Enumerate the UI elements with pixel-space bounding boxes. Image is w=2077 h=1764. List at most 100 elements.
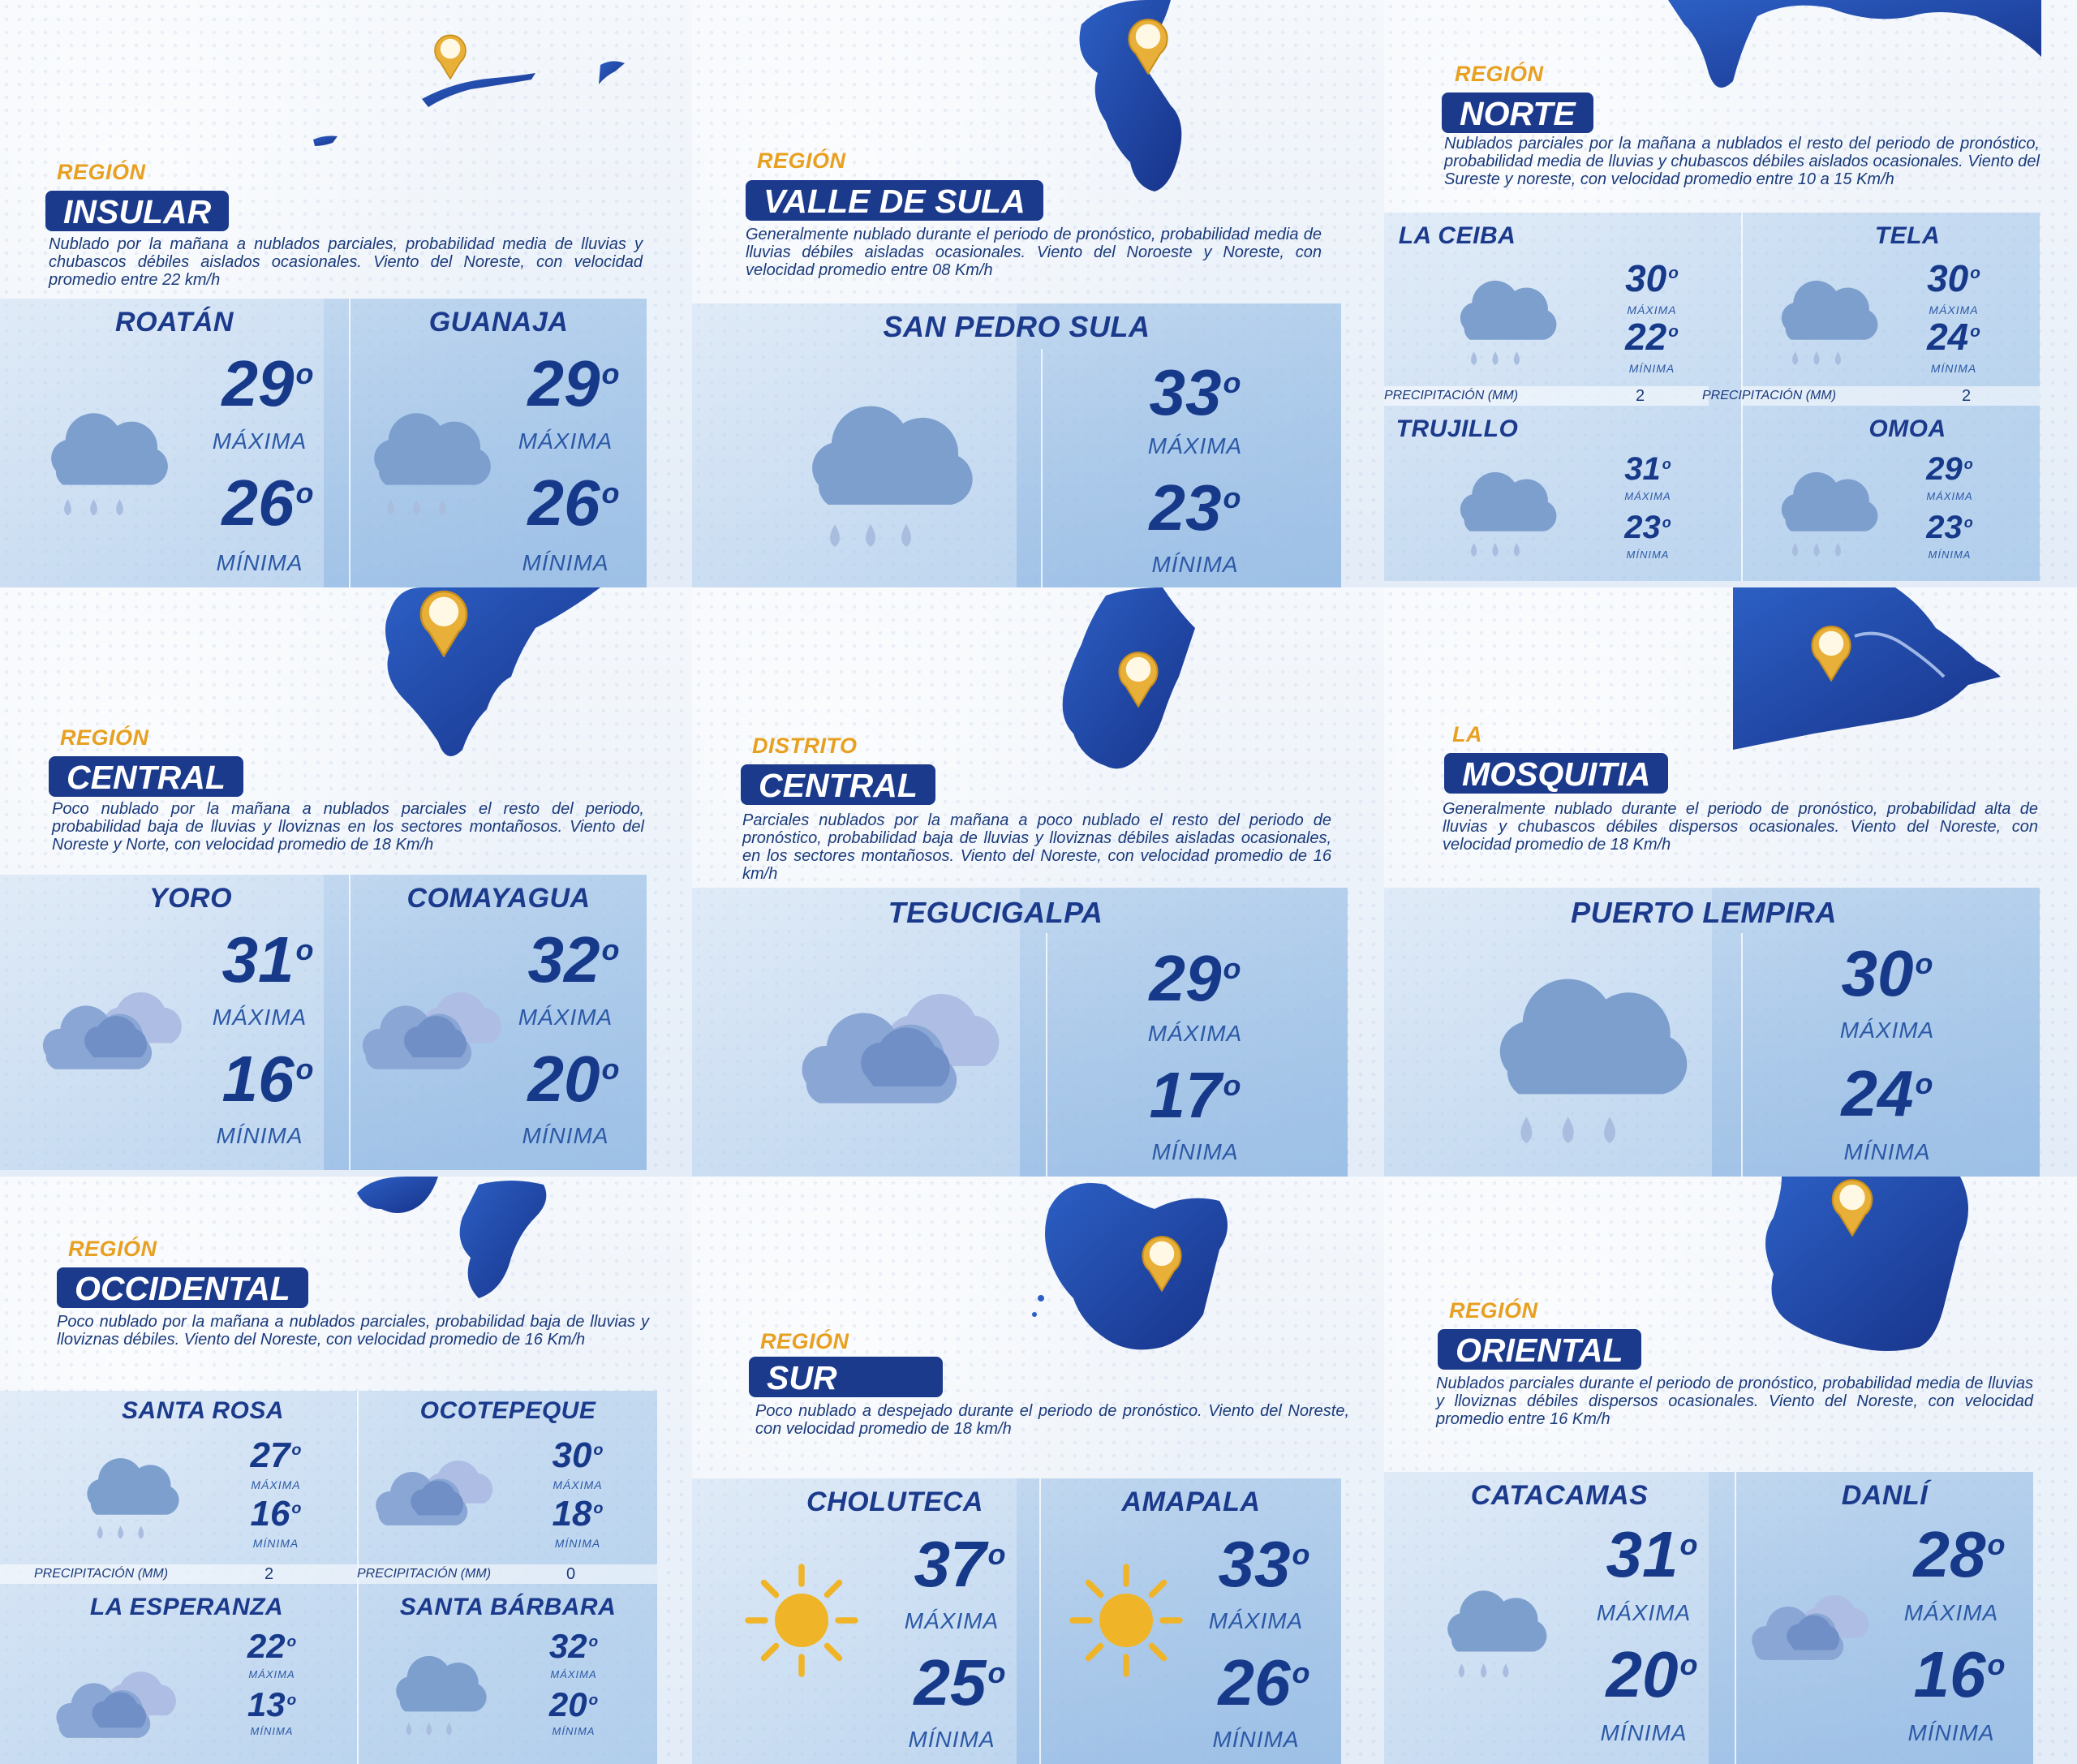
min-label: MÍNIMA <box>1628 362 1675 375</box>
city-name: TRUJILLO <box>1395 415 1519 442</box>
norte-map <box>1668 0 2041 88</box>
city-name: SANTA ROSA <box>122 1397 284 1424</box>
max-temperature: 30o <box>1841 937 1933 1009</box>
location-pin-icon <box>1115 649 1162 708</box>
sun-icon <box>1065 1560 1187 1681</box>
max-label: MÁXIMA <box>1926 490 1973 502</box>
precipitation-value: 2 <box>1636 387 1645 405</box>
max-label: MÁXIMA <box>1147 1021 1243 1046</box>
region-prefix: REGIÓN <box>57 160 146 184</box>
city-name: CATACAMAS <box>1470 1480 1649 1511</box>
mosquitia-map <box>1733 587 2001 750</box>
min-temperature: 16o <box>1913 1638 2006 1710</box>
city-forecast-la-esperanza: LA ESPERANZA 22 o MÁXIMA 13 o MÍNIMA <box>0 1589 357 1764</box>
region-panel-distrito-central: DISTRITO CENTRAL Parciales nublados por … <box>692 587 1384 1177</box>
min-temperature: 25o <box>914 1646 1006 1719</box>
column-divider <box>349 875 350 1170</box>
max-label: MÁXIMA <box>1929 303 1979 316</box>
column-divider <box>1041 349 1043 587</box>
precipitation-row: PRECIPITACIÓN (MM) 2 <box>0 1564 357 1584</box>
min-label: MÍNIMA <box>522 1123 609 1148</box>
city-forecast-danli: DANLÍ 28o MÁXIMA 16o MÍNIMA <box>1736 1472 2033 1764</box>
region-panel-oriental: REGIÓN ORIENTAL Nublados parciales duran… <box>1384 1177 2077 1764</box>
rain-cloud-icon <box>73 1446 187 1548</box>
min-temperature: 20o <box>1606 1638 1698 1710</box>
city-forecast-tela: TELA 30o MÁXIMA 24o MÍNIMA <box>1743 213 2040 383</box>
insular-map <box>313 61 625 146</box>
max-temperature: 22 o <box>247 1627 297 1665</box>
min-label: MÍNIMA <box>1151 552 1239 577</box>
min-label: MÍNIMA <box>1843 1139 1931 1164</box>
region-prefix: REGIÓN <box>1449 1298 1538 1323</box>
min-label: MÍNIMA <box>1930 362 1977 375</box>
column-divider <box>349 299 350 587</box>
precipitation-value: 2 <box>1962 387 1972 405</box>
max-temperature: 28o <box>1913 1518 2006 1590</box>
max-temperature: 29o <box>221 347 314 419</box>
min-temperature: 24o <box>1841 1057 1933 1129</box>
region-title: VALLE DE SULA <box>746 180 1043 221</box>
occidental-map <box>357 1177 547 1298</box>
forecast-box: YORO 31o MÁXIMA 16o MÍNIMA COMAYAGUA 32o… <box>0 875 647 1170</box>
max-label: MÁXIMA <box>1208 1608 1304 1633</box>
cloudy-icon <box>354 980 508 1078</box>
max-temperature: 29o <box>527 347 620 419</box>
region-title: CENTRAL <box>741 764 935 805</box>
city-name: OMOA <box>1868 415 1946 442</box>
central-map <box>385 587 600 756</box>
min-label: MÍNIMA <box>552 1725 596 1737</box>
min-label: MÍNIMA <box>1626 549 1670 561</box>
region-panel-la-mosquitia: LA MOSQUITIA Generalmente nublado durant… <box>1384 587 2077 1177</box>
precipitation-row: PRECIPITACIÓN (MM) 2 <box>1702 386 2040 406</box>
precipitation-value: 2 <box>264 1565 274 1583</box>
max-label: MÁXIMA <box>251 1478 301 1491</box>
precipitation-row: PRECIPITACIÓN (MM) 2 <box>1384 386 1709 406</box>
rain-cloud-icon <box>357 398 500 527</box>
city-name: PUERTO LEMPIRA <box>1571 896 1837 929</box>
max-label: MÁXIMA <box>1596 1600 1692 1625</box>
city-name: TEGUCIGALPA <box>888 896 1103 929</box>
region-description: Nublado por la mañana a nublados parcial… <box>49 235 643 289</box>
max-label: MÁXIMA <box>1839 1018 1935 1043</box>
region-description: Poco nublado por la mañana a nublados pa… <box>52 800 644 854</box>
location-pin-icon <box>1138 1233 1185 1292</box>
location-pin-icon <box>1828 1177 1877 1237</box>
precipitation-label: PRECIPITACIÓN (MM) <box>1384 389 1519 402</box>
region-description: Nublados parciales durante el periodo de… <box>1436 1375 2033 1428</box>
region-title: INSULAR <box>45 191 230 231</box>
precipitation-label: PRECIPITACIÓN (MM) <box>34 1567 169 1581</box>
region-description: Nublados parciales por la mañana a nubla… <box>1444 135 2040 188</box>
city-name: OCOTEPEQUE <box>419 1397 596 1424</box>
max-temperature: 33o <box>1218 1528 1310 1600</box>
region-panel-valle-de-sula: REGIÓN VALLE DE SULA Generalmente nublad… <box>692 0 1384 587</box>
cloudy-icon <box>789 977 1008 1115</box>
oriental-map <box>1765 1177 1968 1351</box>
region-description: Poco nublado por la mañana a nublados pa… <box>57 1313 649 1349</box>
city-name: ROATÁN <box>115 307 234 338</box>
region-prefix: REGIÓN <box>1455 62 1544 86</box>
max-label: MÁXIMA <box>212 1005 307 1030</box>
min-temperature: 23o <box>1149 471 1241 544</box>
rain-cloud-icon <box>1767 268 1886 375</box>
forecast-box: TEGUCIGALPA 29o MÁXIMA 17o MÍNIMA <box>692 888 1348 1177</box>
precipitation-label: PRECIPITACIÓN (MM) <box>1702 389 1837 402</box>
forecast-box: SANTA ROSA 27 o MÁXIMA 16 o MÍNIMA OCOTEPE… <box>0 1391 657 1764</box>
max-label: MÁXIMA <box>248 1668 295 1680</box>
min-temperature: 18 o <box>552 1494 604 1534</box>
region-title: MOSQUITIA <box>1444 753 1669 794</box>
rain-cloud-icon <box>1446 459 1564 566</box>
max-temperature: 27 o <box>250 1435 302 1475</box>
max-label: MÁXIMA <box>550 1668 597 1680</box>
city-forecast-trujillo: TRUJILLO 31 o MÁXIMA 23 o MÍNIMA <box>1384 411 1741 581</box>
max-label: MÁXIMA <box>904 1608 1000 1633</box>
cloudy-icon <box>368 1451 498 1532</box>
precipitation-value: 0 <box>566 1565 576 1583</box>
city-forecast-amapala: AMAPALA 33o MÁXIMA 26o MÍNIMA <box>1041 1478 1341 1764</box>
